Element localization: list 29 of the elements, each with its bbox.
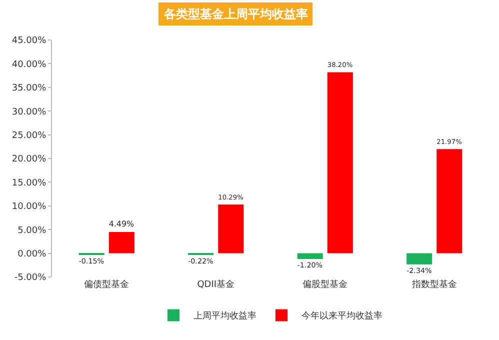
y-tick-label: 20.00% [12, 154, 47, 165]
data-label: -1.20% [297, 260, 323, 270]
y-tick-label: 15.00% [12, 178, 47, 188]
y-tick-label: 40.00% [12, 60, 47, 70]
bar [327, 72, 353, 254]
x-tick-label: 指数型基金 [410, 279, 457, 290]
y-tick-label: 5.00% [18, 226, 47, 236]
y-tick-label: 0.00% [18, 249, 47, 260]
data-label: -0.22% [188, 256, 214, 266]
bar [406, 253, 432, 264]
data-label: -2.34% [406, 266, 432, 275]
bar [108, 232, 134, 254]
legend-label: 上周平均收益率 [194, 310, 256, 322]
data-label: -0.15% [78, 256, 104, 266]
y-tick-label: 30.00% [12, 107, 47, 118]
bar [297, 253, 323, 259]
y-tick-label: -5.00% [14, 273, 47, 284]
data-label: 4.49% [108, 219, 134, 228]
y-tick-label: 25.00% [12, 130, 47, 141]
x-tick-label: 偏债型基金 [84, 279, 130, 290]
y-tick-label: 45.00% [12, 36, 47, 46]
y-tick-label: 35.00% [12, 84, 47, 94]
y-tick-label: 10.00% [12, 202, 47, 212]
x-tick-label: 偏股型基金 [302, 279, 348, 290]
bar [218, 204, 244, 254]
x-tick-label: QDII基金 [197, 279, 235, 290]
chart-title: 各类型基金上周平均收益率 [163, 7, 308, 21]
legend-label: 今年以来平均收益率 [302, 310, 382, 322]
bar [436, 149, 462, 254]
